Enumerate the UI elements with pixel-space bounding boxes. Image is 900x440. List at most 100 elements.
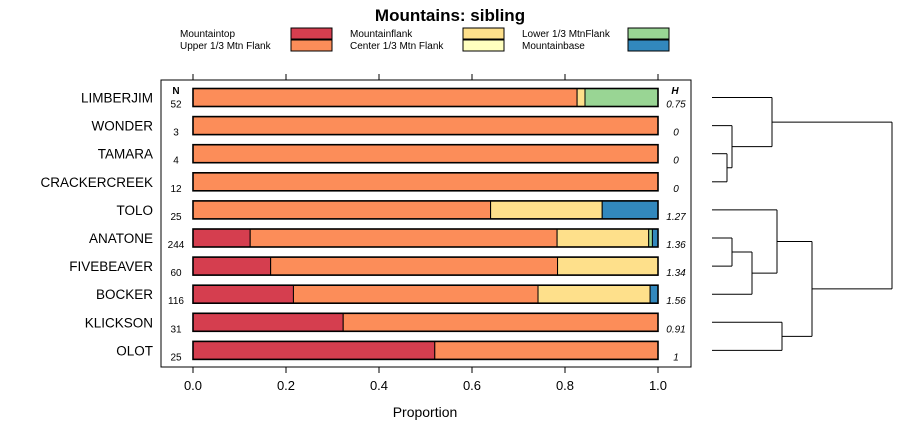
row-n-value: 60 (170, 268, 182, 279)
row-label: TAMARA (98, 147, 153, 162)
x-tick-label: 0.8 (556, 378, 574, 393)
row-klickson: KLICKSON 31 0.91 (85, 312, 686, 335)
bar-outline (192, 200, 659, 220)
row-h-value: 1.34 (666, 268, 686, 279)
row-h-value: 1.27 (666, 212, 686, 223)
bar-segment (434, 340, 659, 360)
chart-title: Mountains: sibling (375, 6, 525, 25)
bar-outline (192, 87, 659, 108)
row-crackercreek: CRACKERCREEK 12 0 (40, 172, 679, 195)
bar-segment (490, 200, 603, 220)
dendrogram (712, 97, 893, 351)
bar-segment (192, 312, 344, 332)
bar-segment (192, 340, 436, 360)
bar-segment (556, 228, 650, 248)
row-n-value: 25 (170, 352, 182, 363)
row-label: ANATONE (89, 231, 153, 246)
bar-outline (192, 340, 659, 361)
bar-segment (584, 88, 659, 107)
row-h-value: 0.75 (666, 100, 686, 111)
row-h-value: 1 (673, 352, 679, 363)
bar-outline (192, 172, 659, 192)
bar-segment (557, 256, 659, 276)
plot-frame (160, 79, 692, 368)
bar-outline (192, 284, 659, 305)
row-label: OLOT (116, 343, 153, 358)
legend-label: Mountainflank (350, 29, 413, 40)
legend-swatch (627, 27, 670, 40)
row-limberjim: LIMBERJIM 52 0.75 (81, 87, 686, 111)
row-n-value: 244 (168, 240, 185, 251)
row-n-value: 31 (170, 324, 182, 335)
row-n-value: 12 (170, 184, 182, 195)
legend-label: Mountainbase (522, 41, 585, 52)
plot-area: N H 0.0 0.2 0.4 0.6 0.8 1.0 LIMBERJIM 52 0.75 WONDE… (40, 74, 692, 393)
row-tamara: TAMARA 4 0 (98, 143, 679, 167)
bar-segment (601, 200, 659, 220)
h-column-header: H (671, 86, 679, 97)
x-tick-label: 0.4 (370, 378, 388, 393)
x-tick-label: 1.0 (649, 378, 667, 393)
row-n-value: 25 (170, 212, 182, 223)
bar-segment (192, 116, 659, 136)
bar-outline (192, 143, 659, 164)
row-anatone: ANATONE 244 1.36 (89, 228, 686, 251)
legend-label: Upper 1/3 Mtn Flank (180, 41, 272, 52)
row-h-value: 0 (673, 184, 679, 195)
row-label: BOCKER (96, 287, 153, 302)
n-column-header: N (172, 86, 179, 97)
row-h-value: 0 (673, 156, 679, 167)
x-tick-label: 0.0 (184, 378, 202, 393)
row-bocker: BOCKER 116 1.56 (96, 284, 686, 307)
row-n-value: 116 (168, 296, 184, 307)
bar-segment (270, 256, 559, 276)
row-label: FIVEBEAVER (69, 259, 153, 274)
row-tolo: TOLO 25 1.27 (116, 200, 686, 223)
x-axis-label: Proportion (393, 404, 458, 420)
bar-segment (192, 256, 272, 276)
legend-label: Mountaintop (180, 29, 235, 40)
bar-segment (192, 284, 294, 304)
bar-segment (649, 284, 659, 304)
row-n-value: 52 (170, 100, 182, 111)
row-olot: OLOT 25 1 (116, 340, 679, 363)
row-label: CRACKERCREEK (40, 175, 153, 190)
x-tick-label: 0.2 (277, 378, 295, 393)
row-n-value: 4 (173, 156, 179, 167)
bar-outline (192, 312, 659, 333)
row-label: TOLO (116, 203, 153, 218)
row-wonder: WONDER 3 0 (92, 115, 679, 139)
legend-swatch (627, 39, 670, 52)
legend-swatch (290, 27, 333, 40)
bar-outline (192, 256, 659, 276)
row-h-value: 0 (673, 128, 679, 139)
bar-segment (192, 172, 659, 192)
bar-segment (292, 284, 539, 304)
bar-segment (192, 88, 578, 107)
row-n-value: 3 (173, 128, 179, 139)
row-label: WONDER (92, 119, 154, 134)
bar-segment (342, 312, 659, 332)
x-tick-label: 0.6 (463, 378, 481, 393)
bar-segment (537, 284, 651, 304)
bar-segment (192, 228, 251, 248)
bar-outline (192, 228, 659, 248)
row-h-value: 1.56 (666, 296, 686, 307)
legend-label: Center 1/3 Mtn Flank (350, 41, 444, 52)
row-h-value: 1.36 (666, 240, 686, 251)
legend-swatch (290, 39, 333, 52)
bar-segment (648, 228, 653, 248)
row-label: LIMBERJIM (81, 91, 153, 106)
row-h-value: 0.91 (666, 324, 685, 335)
bar-segment (249, 228, 558, 248)
bar-outline (192, 115, 659, 136)
legend-swatch (462, 27, 505, 40)
bar-segment (192, 144, 659, 164)
row-label: KLICKSON (85, 315, 153, 330)
legend-label: Lower 1/3 MtnFlank (522, 29, 611, 40)
bar-segment (651, 228, 659, 248)
row-fivebeaver: FIVEBEAVER 60 1.34 (69, 256, 686, 279)
bar-segment (192, 200, 492, 220)
